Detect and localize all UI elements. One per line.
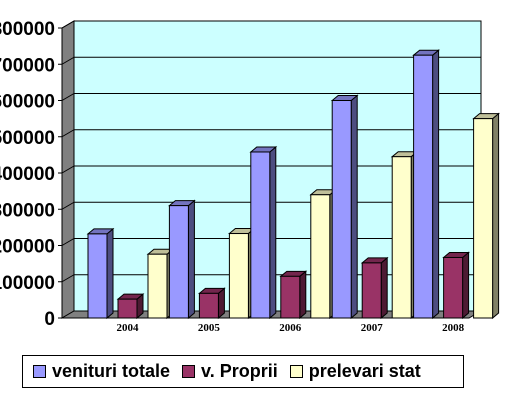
bar-2004-1	[86, 227, 115, 320]
x-tick-label: 2004	[117, 322, 140, 334]
x-tick-label: 2007	[361, 322, 384, 334]
bar-side	[432, 49, 440, 320]
legend-item-1: venituri totale	[33, 361, 170, 382]
bar-front	[117, 298, 138, 319]
bar-side	[269, 145, 277, 320]
bar-side	[299, 270, 307, 320]
y-tick-label: 100000	[0, 273, 55, 294]
bar-side	[350, 94, 358, 320]
legend-swatch-2	[182, 365, 196, 378]
bar-2008-2	[442, 251, 470, 320]
bar-2006-1	[249, 145, 278, 320]
legend-label-2: v. Proprii	[201, 361, 278, 381]
bar-2008-3	[472, 112, 500, 320]
legend: venituri totale v. Proprii prelevari sta…	[22, 355, 464, 388]
bar-front	[310, 194, 331, 319]
gridline-side	[61, 165, 75, 174]
legend-swatch-3	[289, 365, 303, 378]
bar-front	[443, 256, 464, 319]
bar-2005-1	[168, 199, 196, 320]
bar-side	[492, 112, 500, 320]
bar-side	[380, 256, 388, 320]
bar-front	[147, 253, 168, 319]
y-tick-label: 600000	[0, 92, 55, 113]
bar-front	[331, 100, 352, 319]
gridline-side	[61, 201, 75, 210]
bar-front	[391, 156, 412, 319]
legend-item-3: prelevari stat	[289, 361, 421, 382]
bar-front	[473, 118, 494, 319]
gridline-side	[61, 238, 75, 246]
x-tick-label: 2006	[279, 322, 302, 334]
bar-front	[87, 233, 108, 319]
legend-item-2: v. Proprii	[182, 361, 278, 382]
y-tick-label: 700000	[0, 55, 55, 76]
x-tick-label: 2005	[198, 322, 221, 334]
y-tick-label: 500000	[0, 128, 55, 149]
y-tick-label: 300000	[0, 200, 55, 221]
bar-side	[187, 199, 195, 320]
y-tick-label: 400000	[0, 164, 55, 185]
bar-side	[106, 227, 114, 320]
bar-front	[168, 205, 189, 319]
bar-front	[413, 54, 434, 319]
bar-2005-2	[198, 287, 226, 320]
legend-label-3: prelevari stat	[308, 361, 421, 381]
y-axis-ticks: 0 100000 200000 300000 400000 500000 600000 700…	[0, 19, 63, 330]
gridline-side	[61, 129, 75, 138]
gridline-side	[61, 56, 75, 65]
x-tick-label: 2008	[442, 322, 465, 334]
bar-front	[361, 262, 382, 319]
y-tick-label: 200000	[0, 237, 55, 258]
bar-2008-1	[412, 49, 440, 320]
bar-front	[280, 275, 301, 319]
y-tick-label: 800000	[0, 19, 55, 40]
gridline-side	[61, 93, 75, 101]
bar-front	[228, 233, 249, 319]
bar-2004-3	[146, 248, 175, 320]
x-axis-ticks: 2004 2005 2006 2007 2008	[117, 322, 465, 334]
bar-front	[250, 151, 271, 319]
bars	[86, 49, 500, 320]
bar-2004-2	[116, 293, 145, 320]
bar-2006-3	[309, 188, 338, 320]
bar-front	[198, 292, 219, 319]
bar-2007-1	[330, 94, 359, 320]
legend-swatch-1	[33, 365, 46, 378]
y-tick-label: 0	[44, 309, 55, 330]
gridline-side	[61, 274, 75, 283]
bar-side	[462, 251, 470, 320]
legend-label-1: venituri totale	[52, 361, 171, 381]
bar-2007-2	[360, 256, 389, 320]
bar-2006-2	[279, 270, 308, 320]
gridline-side	[61, 20, 75, 29]
